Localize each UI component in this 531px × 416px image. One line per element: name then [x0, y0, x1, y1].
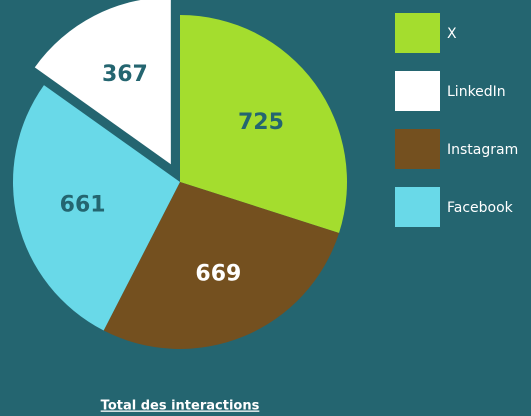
legend-swatch	[395, 13, 440, 53]
legend-label: X	[447, 26, 457, 42]
pie-slice	[103, 182, 340, 350]
legend-swatch	[395, 129, 440, 169]
legend-label: Facebook	[447, 200, 514, 216]
data-label: 661	[60, 193, 106, 218]
data-label: 725	[238, 110, 284, 135]
legend-label: Instagram	[447, 142, 518, 158]
pie-slice	[34, 0, 171, 165]
data-label: 367	[102, 62, 148, 87]
pie-slice	[180, 15, 347, 233]
pie-slice	[13, 85, 181, 331]
legend-label: LinkedIn	[447, 84, 506, 100]
chart-title: Total des interactions	[101, 399, 260, 414]
data-label: 669	[195, 262, 241, 287]
legend-swatch	[395, 71, 440, 111]
legend-swatch	[395, 187, 440, 227]
